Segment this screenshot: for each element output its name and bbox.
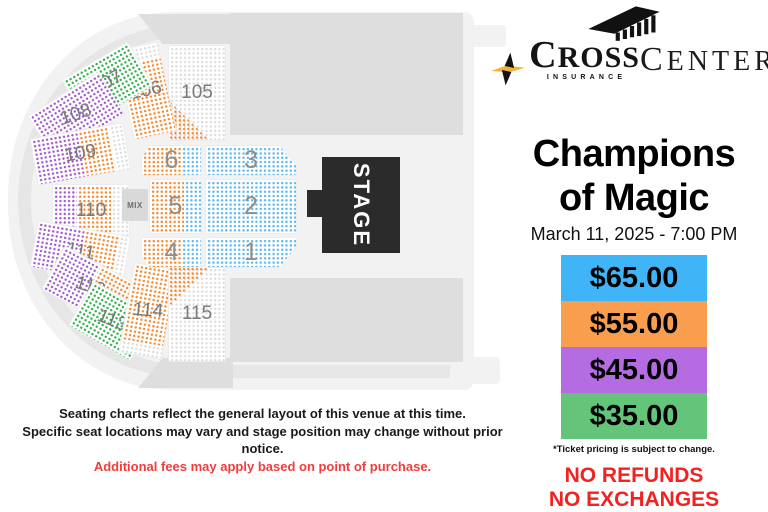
stage-label: STAGE bbox=[349, 162, 374, 248]
no-refunds-text: NO REFUNDS bbox=[564, 464, 704, 487]
price-tier-purple-amount: $45.00 bbox=[589, 353, 679, 386]
venue-logo: CROSS INSURANCE CENTER bbox=[491, 0, 768, 128]
building-icon bbox=[588, 6, 660, 41]
no-exchanges-text: NO EXCHANGES bbox=[548, 488, 720, 511]
event-title-line1: Champions bbox=[532, 133, 736, 175]
arena-footprint-tab-top bbox=[466, 25, 506, 47]
logo-text-insurance: INSURANCE bbox=[546, 74, 627, 81]
pricing-note: *Ticket pricing is subject to change. bbox=[553, 444, 715, 455]
price-tier-blue: $65.00 bbox=[561, 255, 707, 301]
refund-policy: NO REFUNDS NO EXCHANGES bbox=[500, 464, 768, 512]
section-115[interactable]: 115 bbox=[168, 266, 226, 362]
section-6[interactable]: 6 bbox=[141, 145, 202, 176]
price-tier-orange-amount: $55.00 bbox=[589, 307, 679, 340]
mix-position: MIX bbox=[122, 189, 148, 221]
section-2[interactable]: 2 bbox=[205, 179, 297, 234]
disclaimer-line1: Seating charts reflect the general layou… bbox=[59, 406, 466, 421]
price-tier-green-amount: $35.00 bbox=[589, 399, 679, 432]
disclaimer-line2: Specific seat locations may vary and sta… bbox=[22, 423, 503, 457]
event-info-panel: CROSS INSURANCE CENTER Champions of Magi… bbox=[491, 0, 768, 511]
event-title: Champions of Magic bbox=[500, 132, 768, 220]
disclaimer-line3: Additional fees may apply based on point… bbox=[93, 458, 432, 474]
section-4[interactable]: 4 bbox=[141, 237, 202, 268]
event-datetime: March 11, 2025 - 7:00 PM bbox=[530, 224, 738, 244]
mix-label: MIX bbox=[127, 200, 143, 210]
logo-text-cross: CROSS bbox=[529, 34, 640, 76]
logo-text-center: CENTER bbox=[639, 41, 768, 78]
section-1[interactable]: 1 bbox=[205, 237, 297, 268]
price-tier-orange: $55.00 bbox=[561, 301, 707, 347]
seating-chart-map: 105 106 107 108 109 110 bbox=[8, 12, 506, 390]
price-legend: $65.00 $55.00 $45.00 $35.00 bbox=[561, 255, 707, 439]
star-icon bbox=[491, 52, 526, 86]
upper-concourse-block-top bbox=[230, 13, 463, 135]
section-105[interactable]: 105 bbox=[168, 45, 226, 141]
upper-concourse-block-bottom bbox=[230, 278, 463, 362]
arena-footprint-tab-bottom bbox=[466, 357, 500, 384]
price-tier-blue-amount: $65.00 bbox=[589, 261, 679, 294]
event-title-line2: of Magic bbox=[558, 177, 710, 219]
section-5[interactable]: 5 bbox=[149, 179, 202, 234]
price-tier-green: $35.00 bbox=[561, 393, 707, 439]
price-tier-purple: $45.00 bbox=[561, 347, 707, 393]
stage: STAGE bbox=[307, 157, 400, 253]
disclaimer: Seating charts reflect the general layou… bbox=[0, 405, 525, 475]
